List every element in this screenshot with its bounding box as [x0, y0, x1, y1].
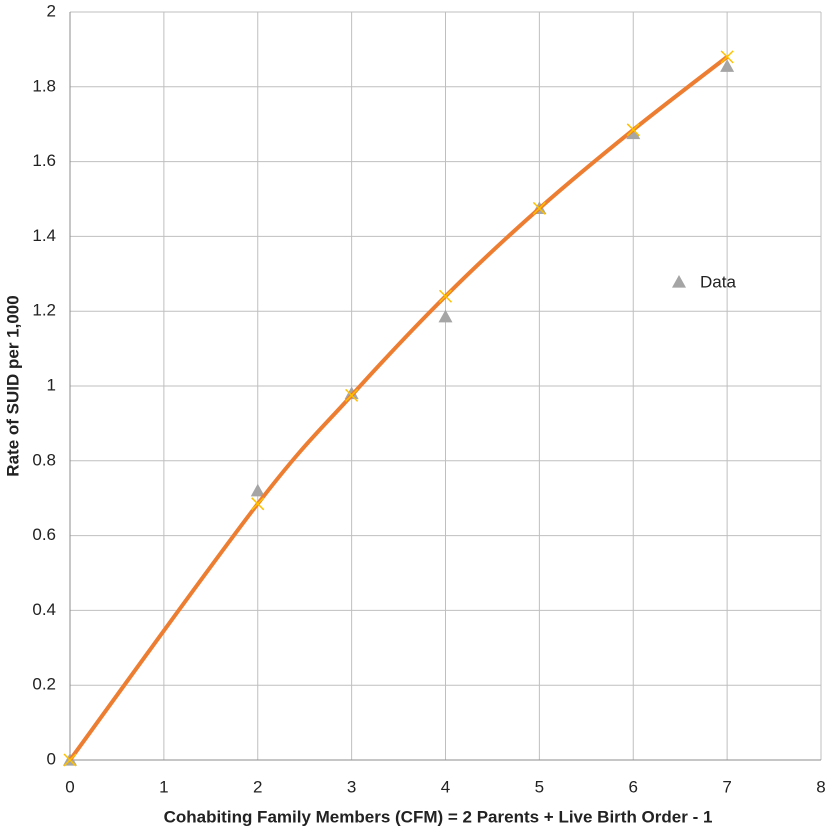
fit-line	[68, 55, 729, 762]
data-point	[250, 483, 265, 497]
fit-point	[720, 50, 734, 64]
y-tick-label: 1.8	[32, 76, 56, 95]
data-point	[626, 126, 641, 140]
legend-marker	[672, 275, 686, 288]
x-tick-label: 0	[65, 777, 74, 796]
y-tick-label: 2	[47, 1, 56, 20]
fit-point	[626, 123, 640, 137]
x-tick-label: 7	[722, 777, 731, 796]
fit-point	[63, 753, 77, 767]
fit-point	[532, 201, 546, 215]
y-tick-label: 0.6	[32, 525, 56, 544]
legend-label: Data	[700, 272, 736, 291]
y-tick-label: 0.8	[32, 450, 56, 469]
x-tick-label: 8	[816, 777, 825, 796]
fit-point	[251, 497, 265, 511]
x-tick-label: 5	[535, 777, 544, 796]
data-point	[438, 309, 453, 323]
x-tick-label: 1	[159, 777, 168, 796]
fit-point	[438, 289, 453, 303]
y-tick-label: 1.2	[32, 301, 56, 320]
y-tick-label: 1.6	[32, 151, 56, 170]
y-axis-title: Rate of SUID per 1,000	[3, 295, 22, 476]
y-tick-label: 1	[47, 375, 56, 394]
fit-point	[345, 388, 359, 402]
y-tick-label: 0	[47, 749, 56, 768]
x-tick-label: 4	[441, 777, 450, 796]
y-tick-label: 0.2	[32, 675, 56, 694]
x-tick-label: 2	[253, 777, 262, 796]
x-tick-label: 3	[347, 777, 356, 796]
y-tick-label: 1.4	[32, 226, 56, 245]
x-tick-label: 6	[629, 777, 638, 796]
data-point	[720, 59, 735, 72]
x-axis-title: Cohabiting Family Members (CFM) = 2 Pare…	[164, 807, 713, 826]
y-tick-label: 0.4	[32, 600, 56, 619]
